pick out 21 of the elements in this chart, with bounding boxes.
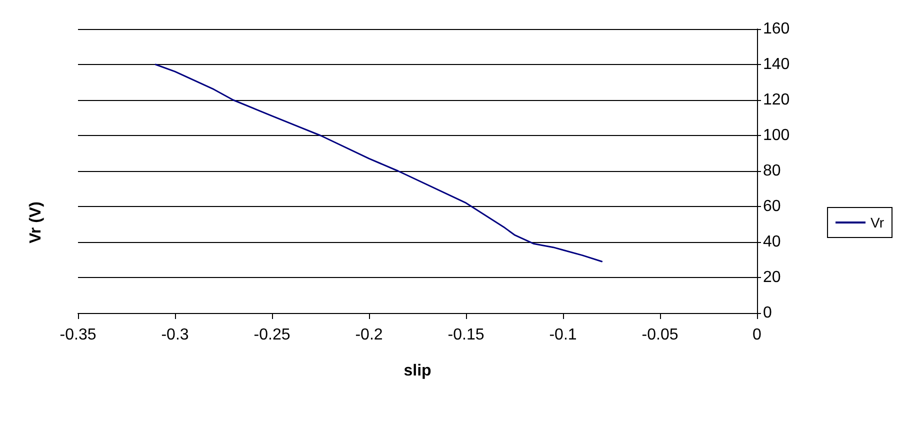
x-axis-title: slip	[404, 362, 432, 380]
legend-label: Vr	[870, 214, 884, 230]
x-tick-label: -0.3	[161, 326, 189, 344]
y-tick-label: 140	[763, 56, 790, 73]
y-tick-label: 40	[763, 234, 781, 250]
x-tick-label: 0	[752, 326, 762, 344]
y-tick-label: 80	[763, 162, 781, 180]
x-tick-label: -0.1	[549, 326, 577, 344]
y-tick-label: 60	[763, 198, 781, 215]
y-tick-label: 160	[763, 20, 790, 38]
y-axis-title: Vr (V)	[28, 202, 44, 244]
x-tick-label: -0.25	[254, 326, 290, 344]
x-tick-label: -0.05	[642, 326, 678, 344]
x-tick-label: -0.35	[60, 326, 96, 344]
x-tick-label: -0.2	[355, 326, 383, 344]
x-tick-label: -0.15	[448, 326, 484, 344]
line-series	[154, 64, 603, 262]
y-tick-label: 120	[763, 92, 790, 108]
y-tick-label: 20	[763, 269, 781, 286]
y-tick-label: 0	[763, 304, 772, 322]
y-tick-label: 100	[763, 127, 790, 144]
